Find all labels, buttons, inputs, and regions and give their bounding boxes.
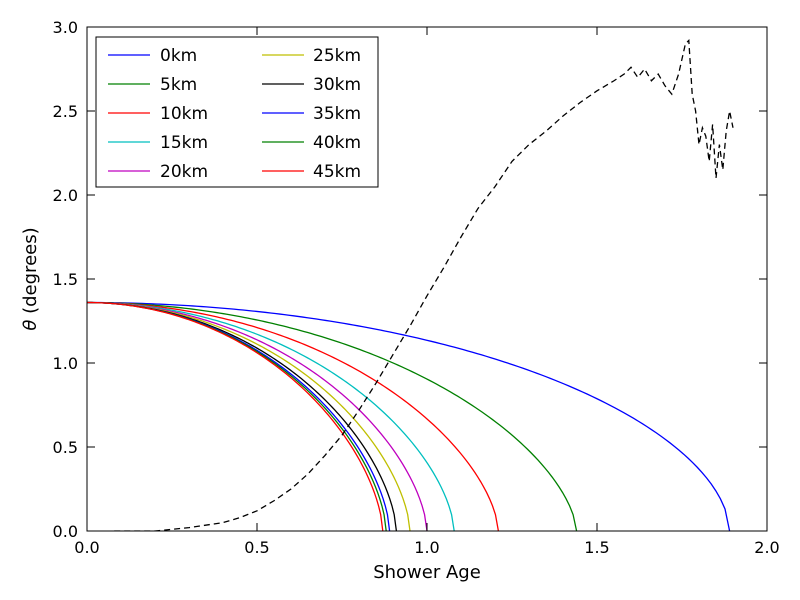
series-line-dashed [114, 38, 734, 531]
series-layer [87, 38, 734, 531]
x-tick-label: 1.5 [584, 538, 609, 557]
y-tick-label: 1.0 [53, 354, 78, 373]
x-tick-label: 1.0 [414, 538, 439, 557]
y-tick-label: 2.0 [53, 186, 78, 205]
x-tick-label: 0.5 [244, 538, 269, 557]
y-axis-label-text: (degrees) [20, 227, 41, 319]
y-tick-label: 3.0 [53, 18, 78, 37]
series-line-5km [87, 301, 578, 531]
legend: 0km 5km 10km 15km 20km 25km 30km 35km 40km 45km [95, 36, 379, 188]
legend-label-35km: 35km [313, 104, 361, 124]
x-axis-label: Shower Age [373, 562, 481, 583]
y-axis-label: θ (degrees) [20, 227, 41, 330]
x-tick-label: 2.0 [754, 538, 779, 557]
series-line-0km [87, 301, 731, 531]
legend-label-0km: 0km [160, 46, 197, 66]
series-line-15km [87, 301, 455, 531]
legend-label-20km: 20km [160, 162, 208, 182]
legend-label-5km: 5km [160, 75, 197, 95]
legend-label-30km: 30km [313, 75, 361, 95]
legend-box [95, 36, 379, 188]
series-line-45km [87, 301, 384, 531]
legend-label-15km: 15km [160, 133, 208, 153]
x-tick-label: 0.0 [74, 538, 99, 557]
legend-label-45km: 45km [313, 162, 361, 182]
y-tick-label: 1.5 [53, 270, 78, 289]
y-tick-label: 0.0 [53, 522, 78, 541]
y-axis-label-symbol: θ [20, 320, 41, 331]
legend-label-10km: 10km [160, 104, 208, 124]
y-tick-label: 2.5 [53, 102, 78, 121]
legend-label-40km: 40km [313, 133, 361, 153]
series-line-10km [87, 301, 500, 531]
ticks-layer: 0.0 0.5 1.0 1.5 2.0 0.0 0.5 1.0 1.5 2.0 2.5 3.0 [53, 18, 780, 557]
y-tick-label: 0.5 [53, 438, 78, 457]
legend-label-25km: 25km [313, 46, 361, 66]
